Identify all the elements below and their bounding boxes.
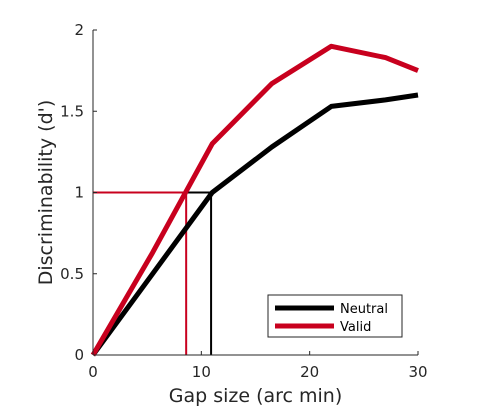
x-tick-label: 30 bbox=[408, 363, 427, 381]
y-axis-label: Discriminability (d') bbox=[35, 100, 57, 286]
x-tick-label: 0 bbox=[88, 363, 98, 381]
reference-lines bbox=[93, 191, 213, 355]
y-tick-label: 1.5 bbox=[60, 102, 84, 120]
y-tick-label: 0 bbox=[74, 346, 84, 364]
x-axis-label: Gap size (arc min) bbox=[169, 385, 343, 407]
legend: Neutral Valid bbox=[267, 294, 403, 338]
y-tick-label: 1 bbox=[74, 184, 84, 202]
series-lines bbox=[90, 43, 419, 357]
series-line-valid bbox=[90, 43, 419, 357]
x-tick-label: 10 bbox=[192, 363, 211, 381]
ticks: 0 10 20 30 0 0.5 1 1.5 2 bbox=[60, 21, 427, 381]
series-line-neutral bbox=[90, 92, 419, 357]
legend-label-valid: Valid bbox=[340, 320, 371, 335]
legend-label-neutral: Neutral bbox=[340, 302, 388, 317]
y-tick-label: 0.5 bbox=[60, 265, 84, 283]
x-tick-label: 20 bbox=[300, 363, 319, 381]
y-tick-label: 2 bbox=[74, 21, 84, 39]
legend-box bbox=[267, 294, 403, 338]
